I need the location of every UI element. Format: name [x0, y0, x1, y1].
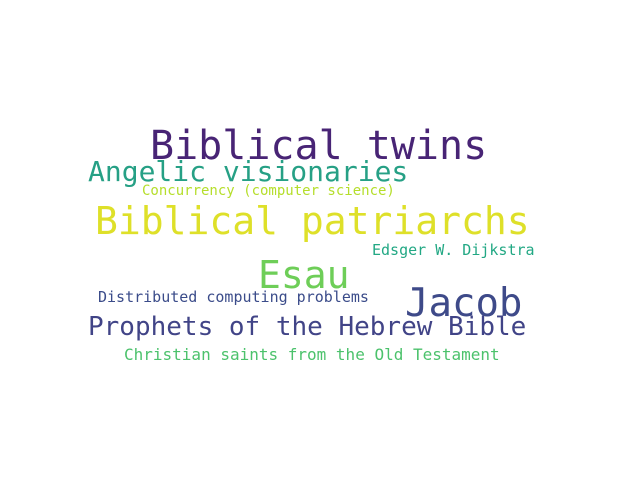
- word-angelic-visionaries: Angelic visionaries: [88, 155, 409, 188]
- word-edsger-dijkstra: Edsger W. Dijkstra: [372, 241, 535, 259]
- word-biblical-patriarchs: Biblical patriarchs: [95, 199, 530, 243]
- word-jacob: Jacob: [405, 281, 523, 326]
- word-christian-saints: Christian saints from the Old Testament: [124, 345, 500, 364]
- word-prophets: Prophets of the Hebrew Bible: [88, 312, 527, 342]
- word-concurrency: Concurrency (computer science): [142, 183, 395, 199]
- word-biblical-twins: Biblical twins: [150, 123, 488, 169]
- word-distributed-computing: Distributed computing problems: [98, 288, 369, 306]
- word-esau: Esau: [258, 253, 350, 297]
